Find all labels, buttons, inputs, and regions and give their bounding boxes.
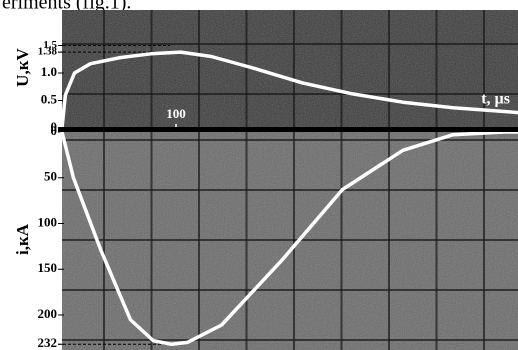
y-tick-label: 1.0 bbox=[41, 64, 57, 79]
screen-noise bbox=[62, 10, 518, 350]
y-tick-label: 100 bbox=[38, 214, 58, 229]
y-tick-label: 0 bbox=[51, 123, 58, 138]
x-tick-label: 100 bbox=[166, 106, 186, 121]
y-axis-label: i,кA bbox=[13, 223, 32, 255]
y-tick-label: 0.5 bbox=[41, 91, 58, 106]
time-axis-bar bbox=[58, 127, 518, 132]
y-axis-label: U,кV bbox=[13, 47, 32, 86]
x-axis-label: t, µs bbox=[481, 91, 510, 108]
y-tick-label: 1.5 bbox=[43, 39, 57, 51]
y-tick-label: 50 bbox=[44, 169, 57, 184]
y-tick-label: 200 bbox=[38, 306, 58, 321]
figure: eriments (fig.1). 00.51.01.381.5100t, µs… bbox=[0, 0, 518, 350]
y-tick-label: 232 bbox=[38, 335, 58, 350]
y-tick-label: 150 bbox=[38, 260, 58, 275]
